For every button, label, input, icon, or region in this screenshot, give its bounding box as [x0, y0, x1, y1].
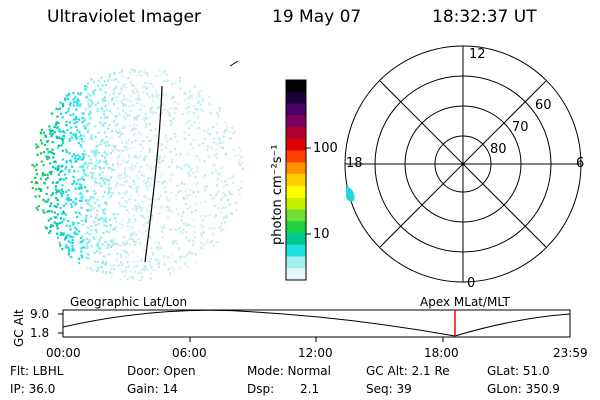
colorbar-cell	[286, 150, 306, 163]
colorbar-cell	[286, 209, 306, 222]
colorbar	[285, 79, 311, 281]
mode-label: Mode: Normal	[247, 364, 331, 378]
colorbar-cell	[286, 91, 306, 105]
colorbar-cell	[286, 232, 306, 246]
mlt-label-0: 0	[467, 276, 476, 291]
lat-label-70: 70	[512, 120, 529, 135]
colorbar-cell	[286, 256, 306, 269]
date-label: 19 May 07	[272, 7, 362, 27]
glat-label: GLat: 51.0	[487, 364, 550, 378]
colorbar-cell	[286, 244, 306, 257]
terminator-line	[144, 85, 163, 263]
ytick-1.8: 1.8	[30, 326, 50, 340]
dsp-value: 2.1	[300, 382, 320, 396]
colorbar-tick-100: 100	[313, 141, 338, 156]
colorbar-cell	[286, 80, 306, 93]
mlt-label-12: 12	[469, 47, 486, 62]
colorbar-cell	[286, 174, 306, 187]
colorbar-cell	[286, 162, 306, 175]
altitude-curve	[62, 309, 571, 337]
xtick-2359: 23:59	[553, 346, 588, 360]
lat-label-80: 80	[490, 142, 507, 157]
xtick-0600: 06:00	[172, 346, 207, 360]
mlt-label-6: 6	[576, 156, 585, 171]
earth-image	[30, 60, 244, 281]
colorbar-cell	[286, 185, 306, 199]
colorbar-cell	[286, 268, 306, 281]
geographic-label: Geographic Lat/Lon	[70, 295, 188, 309]
time-label: 18:32:37 UT	[432, 7, 537, 27]
lat-label-60: 60	[535, 98, 552, 113]
ytick-9: 9.0	[30, 307, 50, 321]
instrument-title: Ultraviolet Imager	[47, 7, 201, 27]
mlt-label-18: 18	[346, 156, 363, 171]
colorbar-cell	[286, 115, 306, 128]
polar-grid	[344, 45, 582, 283]
apex-label: Apex MLat/MLT	[420, 295, 510, 309]
timeline-plot	[58, 309, 571, 342]
timeline-ylabel: GC Alt	[12, 309, 26, 347]
xtick-0000: 00:00	[46, 346, 81, 360]
colorbar-tick-10: 10	[313, 227, 330, 242]
xtick-1800: 18:00	[424, 346, 459, 360]
colorbar-cell	[286, 221, 306, 234]
colorbar-unit-label: photon cm⁻²s⁻¹	[270, 144, 285, 245]
aurora-patch	[346, 186, 355, 202]
colorbar-cell	[286, 127, 306, 140]
gc-alt-label: GC Alt: 2.1 Re	[366, 364, 450, 378]
seq-label: Seq: 39	[366, 382, 412, 396]
colorbar-cell	[286, 103, 306, 116]
colorbar-cell	[286, 197, 306, 210]
ip-label: IP: 36.0	[10, 382, 56, 396]
dsp-label: Dsp:	[247, 382, 275, 396]
glon-label: GLon: 350.9	[487, 382, 560, 396]
flt-label: Flt: LBHL	[10, 364, 64, 378]
xtick-1200: 12:00	[298, 346, 333, 360]
orbit-tick	[229, 60, 239, 67]
gain-label: Gain: 14	[127, 382, 178, 396]
door-label: Door: Open	[127, 364, 196, 378]
colorbar-cell	[286, 138, 306, 152]
